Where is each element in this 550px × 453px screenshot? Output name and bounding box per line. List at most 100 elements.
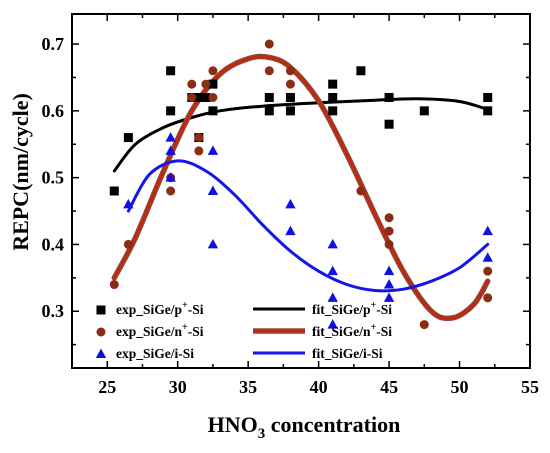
exp-sige-p-si-point-16 (328, 106, 338, 116)
exp-sige-i-si-point-13 (383, 265, 395, 276)
exp-sige-i-si-point-12 (327, 319, 338, 329)
x-axis-title-main: HNO (208, 412, 258, 437)
exp-sige-n-si-legend-marker (96, 327, 106, 337)
exp-sige-i-si-point-4 (207, 145, 219, 155)
exp-sige-p-si-point-8 (208, 79, 218, 89)
exp-sige-i-si-point-1 (165, 132, 176, 142)
fit-sige-p-si-curve (112, 97, 490, 173)
exp-sige-i-si-point-0 (123, 198, 134, 209)
exp-sige-i-si-point-3 (165, 172, 176, 182)
plot-frame (71, 13, 531, 369)
fit-sige-i-si-curve (126, 159, 490, 293)
exp-sige-p-si-point-10 (264, 92, 274, 102)
fit-sige-i-si-legend-label: fit_SiGe/i-Si (312, 346, 383, 361)
fit-sige-n-si-legend-label: fit_SiGe/n+-Si (312, 322, 392, 339)
exp-sige-n-si-point-20 (483, 266, 493, 276)
legend-label-superscript: + (371, 322, 377, 333)
legend-label-suffix: -Si (188, 302, 204, 317)
legend-label-text: exp_SiGe/p (116, 302, 182, 317)
exp-sige-p-si-point-3 (166, 106, 176, 116)
exp-sige-i-si-point-14 (383, 279, 395, 289)
exp-sige-n-si-point-15 (356, 186, 366, 196)
fit-sige-p-si-legend-label: fit_SiGe/p+-Si (312, 300, 392, 317)
legend-label-text: exp_SiGe/n (116, 324, 183, 339)
exp-sige-p-si-point-19 (384, 119, 394, 129)
exp-sige-n-si-point-19 (419, 320, 429, 330)
exp-sige-p-si-point-22 (483, 106, 493, 116)
exp-sige-n-si-point-8 (201, 79, 211, 89)
exp-sige-p-si-point-2 (166, 66, 176, 76)
exp-sige-p-si-legend-label: exp_SiGe/p+-Si (116, 300, 204, 317)
fit-sige-n-si-curve (112, 54, 490, 320)
exp-sige-n-si-point-14 (285, 79, 295, 89)
exp-sige-i-si-point-10 (327, 265, 338, 276)
exp-sige-p-si-point-11 (264, 106, 274, 116)
legend: exp_SiGe/p+-Siexp_SiGe/n+-Siexp_SiGe/i-S… (95, 300, 392, 361)
points-layer (109, 39, 493, 330)
y-tick-label-1: 0.4 (42, 234, 65, 254)
legend-label-suffix: -Si (376, 302, 392, 317)
exp-sige-p-si-point-21 (483, 92, 493, 102)
y-tick-label-0: 0.3 (42, 301, 65, 321)
exp-sige-p-si-point-13 (285, 106, 295, 116)
x-tick-label-45: 45 (380, 377, 398, 397)
exp-sige-n-si-point-17 (384, 226, 394, 236)
exp-sige-n-si-point-7 (194, 146, 204, 156)
legend-label-text: fit_SiGe/i-Si (312, 346, 383, 361)
x-tick-label-30: 30 (169, 377, 187, 397)
exp-sige-p-si-point-14 (328, 79, 338, 89)
exp-sige-n-si-point-13 (285, 66, 295, 76)
legend-label-superscript: + (371, 300, 377, 311)
x-axis-title: HNO3 concentration (208, 412, 401, 442)
exp-sige-i-si-point-2 (165, 145, 176, 155)
y-tick-label-2: 0.5 (42, 168, 65, 188)
x-axis-title-rest: concentration (265, 412, 400, 437)
exp-sige-p-si-point-1 (123, 133, 133, 143)
exp-sige-i-si-point-16 (482, 225, 493, 236)
exp-sige-n-si-point-12 (264, 66, 274, 76)
exp-sige-i-si-legend-label: exp_SiGe/i-Si (116, 346, 194, 361)
fit-layer (111, 53, 491, 322)
exp-sige-i-si-point-9 (327, 238, 338, 249)
exp-sige-i-si-point-5 (207, 185, 219, 195)
exp-sige-n-si-point-16 (384, 213, 394, 223)
exp-sige-n-si-legend-label: exp_SiGe/n+-Si (116, 322, 204, 339)
exp-sige-p-si-point-7 (201, 92, 211, 102)
exp-sige-i-si-point-17 (482, 252, 493, 262)
exp-sige-p-si-point-9 (208, 106, 218, 116)
exp-sige-p-si-point-15 (328, 92, 338, 102)
exp-sige-i-si-point-11 (327, 292, 338, 302)
x-tick-label-55: 55 (521, 377, 539, 397)
exp-sige-i-si-legend-marker (95, 348, 107, 358)
legend-label-suffix: -Si (188, 324, 204, 339)
x-tick-label-25: 25 (98, 377, 116, 397)
exp-sige-p-si-point-20 (419, 106, 429, 116)
y-tick-label-4: 0.7 (42, 34, 65, 54)
exp-sige-n-si-point-18 (384, 239, 394, 249)
exp-sige-n-si-point-9 (208, 66, 218, 76)
exp-sige-p-si-legend-marker (96, 305, 106, 315)
exp-sige-p-si-point-5 (194, 92, 204, 102)
legend-label-text: fit_SiGe/n (312, 324, 371, 339)
exp-sige-i-si-point-7 (285, 198, 296, 209)
legend-label-text: fit_SiGe/p (312, 302, 371, 317)
legend-label-suffix: -Si (376, 324, 392, 339)
legend-label-superscript: + (182, 300, 188, 311)
y-tick-label-3: 0.6 (42, 101, 65, 121)
exp-sige-p-si-point-17 (356, 66, 366, 76)
axes-layer: 25 30 35 40 45 50 55 0.3 0.4 0.5 0.6 0.7 (42, 13, 539, 397)
exp-sige-n-si-point-5 (187, 92, 197, 102)
x-tick-label-40: 40 (310, 377, 328, 397)
x-tick-label-35: 35 (239, 377, 257, 397)
exp-sige-n-si-point-2 (166, 186, 176, 196)
y-axis-title: REPC(nm/cycle) (8, 93, 33, 251)
exp-sige-n-si-point-21 (483, 293, 493, 303)
exp-sige-i-si-point-15 (383, 292, 395, 302)
exp-sige-n-si-point-10 (208, 92, 218, 102)
legend-label-superscript: + (182, 322, 188, 333)
exp-sige-p-si-point-0 (109, 186, 119, 196)
exp-sige-n-si-point-0 (109, 280, 119, 290)
exp-sige-n-si-point-6 (194, 133, 204, 143)
x-axis-title-subscript: 3 (258, 426, 266, 442)
